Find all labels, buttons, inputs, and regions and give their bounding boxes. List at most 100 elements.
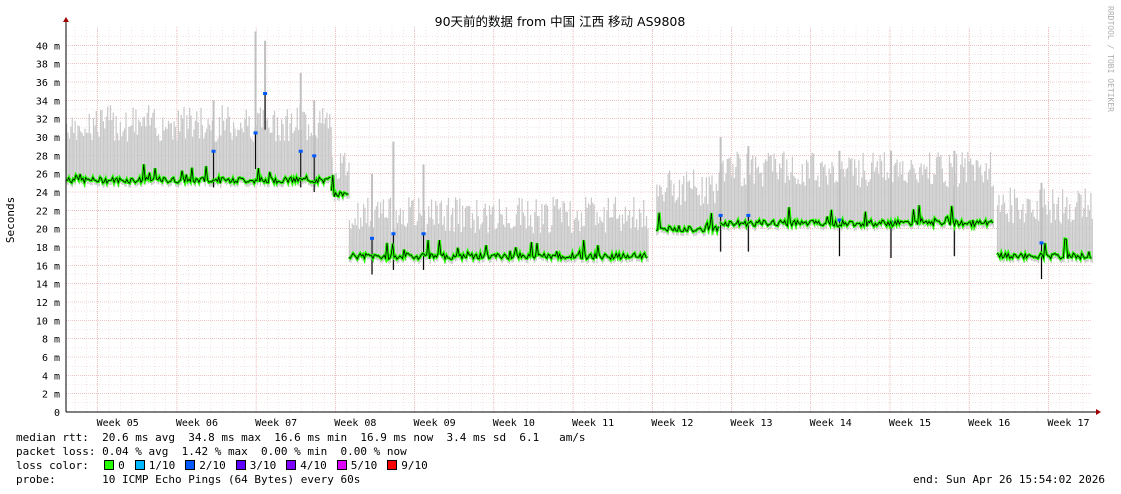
- smoke-band: [975, 160, 977, 228]
- smoke-band: [776, 172, 778, 230]
- smoke-band: [131, 125, 133, 184]
- smoke-band: [143, 116, 146, 169]
- smoke-band: [518, 197, 520, 263]
- smoke-band: [466, 205, 468, 263]
- smoke-band: [1057, 197, 1059, 260]
- smoke-band: [977, 160, 979, 226]
- smoke-band: [760, 172, 762, 229]
- smoke-band: [495, 228, 498, 262]
- smoke-band: [740, 186, 743, 228]
- smoke-band: [184, 138, 187, 187]
- smoke-band: [728, 158, 730, 231]
- smoke-band: [292, 133, 294, 187]
- smoke-band: [645, 216, 648, 262]
- smoke-band: [191, 136, 194, 173]
- smoke-band: [111, 120, 113, 185]
- smoke-band: [1086, 217, 1088, 263]
- smoke-band: [404, 225, 406, 255]
- smoke-band: [1091, 218, 1093, 263]
- loss-color-swatch: [104, 460, 115, 470]
- smoke-band: [885, 180, 887, 229]
- smoke-band: [950, 163, 952, 230]
- smoke-band: [508, 223, 510, 264]
- smoke-band: [1083, 207, 1085, 261]
- smoke-band: [283, 140, 286, 185]
- smoke-band: [603, 207, 605, 262]
- smoke-band: [312, 135, 314, 187]
- smoke-band: [1071, 219, 1074, 263]
- smoke-band: [759, 172, 761, 225]
- smoke-band: [746, 153, 748, 231]
- smoke-band: [497, 223, 499, 259]
- smoke-band: [368, 226, 370, 260]
- week-label: Week 16: [968, 418, 1010, 429]
- smoke-band: [580, 212, 583, 263]
- median-spike-marker: [746, 213, 751, 217]
- smoke-band: [561, 222, 563, 264]
- smoke-band: [623, 223, 625, 259]
- smoke-band: [804, 185, 806, 227]
- smoke-spike: [371, 173, 374, 275]
- smoke-band: [862, 152, 864, 229]
- median-rtt-row: median rtt: 20.6 ms avg 34.8 ms max 16.6…: [16, 431, 586, 445]
- smoke-band: [128, 126, 130, 188]
- smoke-band: [259, 107, 262, 187]
- smoke-band: [807, 162, 809, 230]
- smoke-band: [590, 197, 592, 259]
- smoke-band: [938, 156, 941, 226]
- smoke-band: [899, 162, 901, 229]
- smoke-band: [909, 169, 911, 228]
- smoke-band: [324, 118, 327, 184]
- smoke-band: [687, 182, 689, 236]
- smoke-band: [736, 151, 738, 228]
- smoke-band: [452, 207, 454, 264]
- smoke-band: [242, 132, 245, 183]
- smoke-band: [892, 182, 894, 231]
- smoke-band: [306, 140, 308, 181]
- smoke-band: [457, 224, 459, 253]
- median-spike-marker: [837, 218, 842, 222]
- smoke-band: [365, 223, 368, 258]
- week-label: Week 17: [1047, 418, 1089, 429]
- smoke-band: [1045, 204, 1047, 248]
- smoke-band: [169, 123, 171, 187]
- smoke-band: [238, 130, 240, 183]
- smoke-band: [587, 203, 590, 263]
- smoke-band: [180, 114, 182, 185]
- smoke-band: [469, 206, 471, 260]
- smoke-spike: [254, 31, 257, 170]
- smoke-band: [676, 199, 678, 236]
- smoke-band: [322, 108, 324, 185]
- smoke-band: [790, 172, 792, 227]
- smoke-spike: [313, 100, 316, 192]
- smoke-band: [94, 125, 96, 185]
- smoke-band: [514, 226, 516, 259]
- y-tick-label: 6 m: [42, 353, 60, 364]
- smoke-band: [631, 216, 634, 262]
- smoke-band: [1020, 209, 1023, 259]
- smoke-band: [146, 112, 148, 183]
- smoke-band: [177, 110, 179, 188]
- smoke-band: [415, 225, 417, 262]
- smoke-band: [844, 176, 846, 229]
- smoke-band: [1018, 209, 1020, 263]
- smoke-band: [521, 198, 523, 262]
- smoke-band: [396, 222, 399, 264]
- smoke-band: [464, 207, 467, 262]
- smoke-band: [375, 206, 377, 260]
- smoke-band: [416, 221, 418, 261]
- smoke-band: [971, 164, 973, 231]
- smoke-band: [409, 207, 411, 260]
- smoke-band: [1009, 187, 1011, 264]
- smoke-band: [563, 202, 566, 262]
- smoke-band: [900, 174, 902, 226]
- smoke-band: [237, 129, 239, 188]
- smoke-band: [586, 207, 588, 264]
- smoke-band: [208, 124, 211, 187]
- smoke-band: [406, 223, 409, 258]
- smoke-band: [71, 117, 73, 188]
- smoke-band: [779, 163, 781, 227]
- smoke-band: [572, 231, 574, 258]
- smoke-band: [70, 126, 72, 187]
- smoke-band: [477, 216, 479, 263]
